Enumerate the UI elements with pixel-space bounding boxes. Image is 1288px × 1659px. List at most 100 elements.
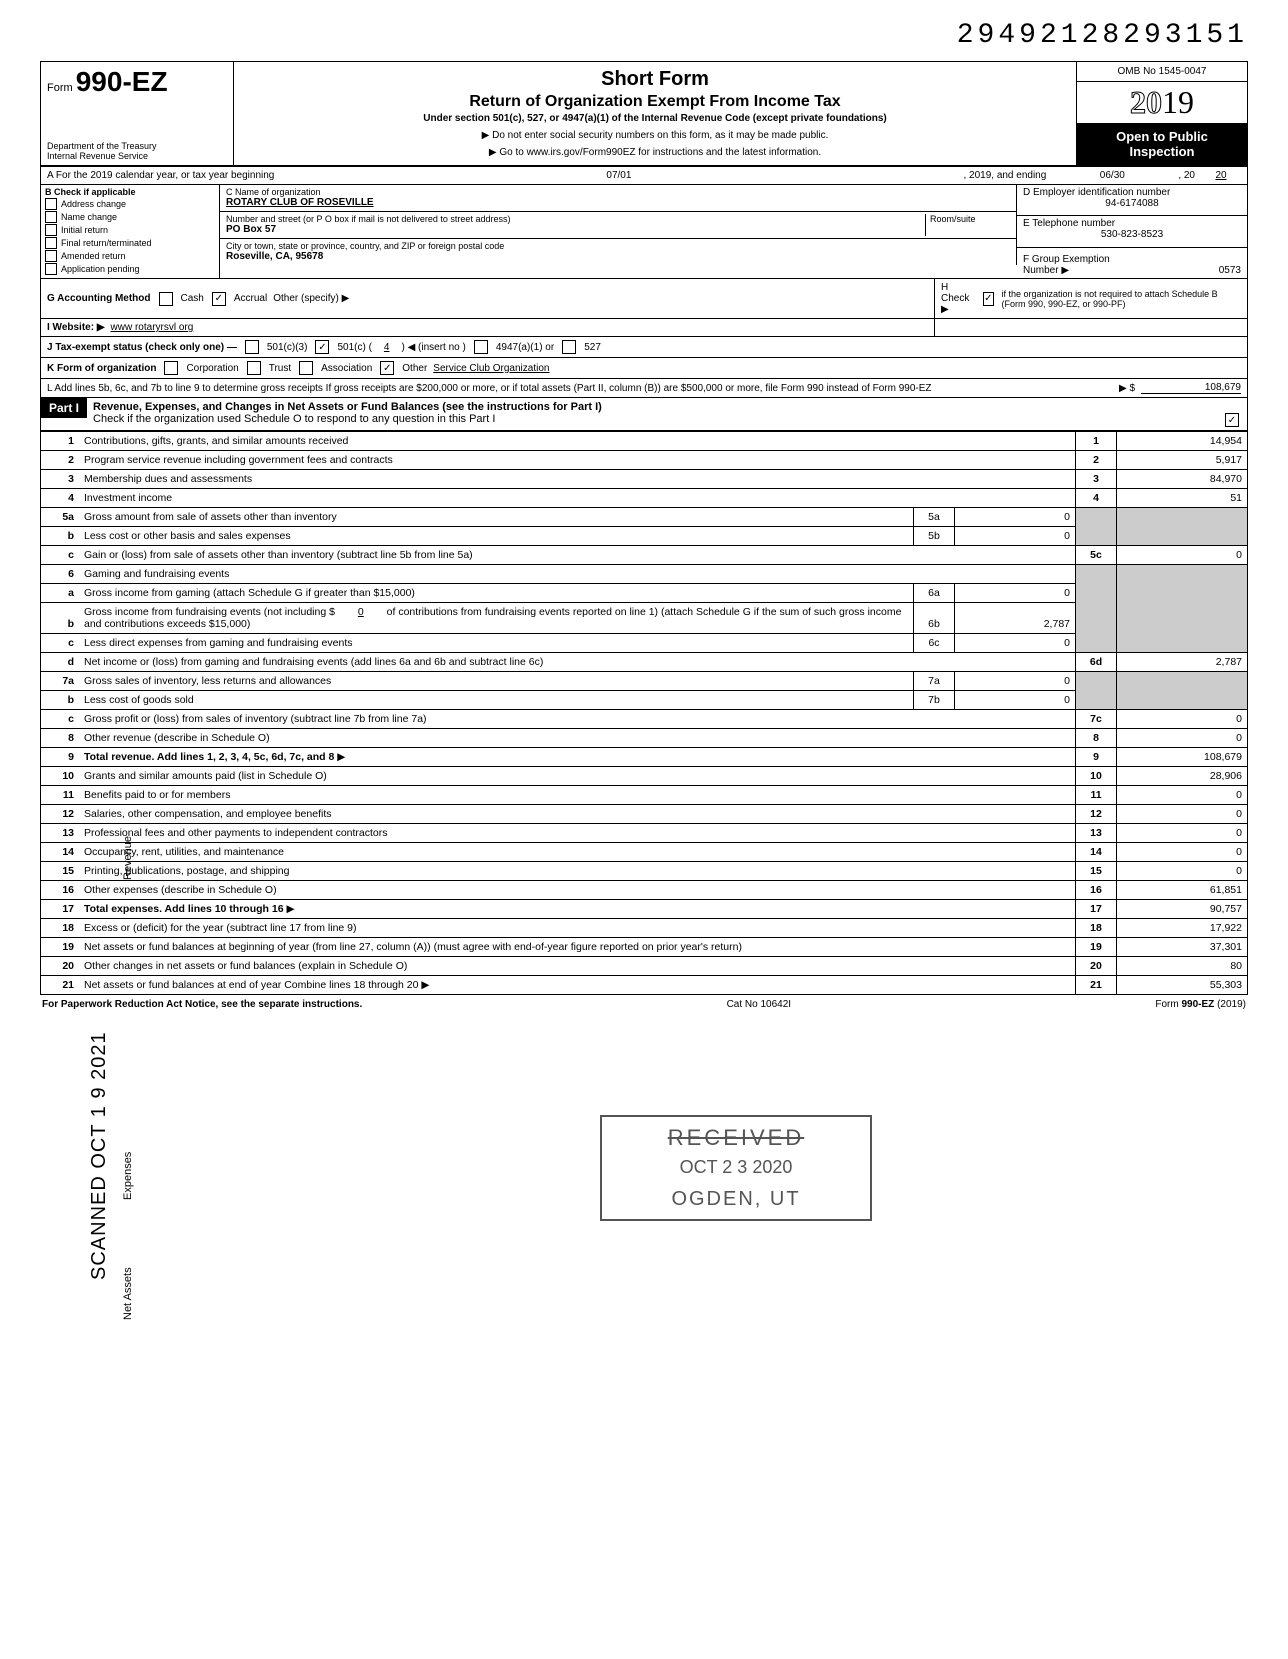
row-k-label: K Form of organization: [47, 363, 156, 374]
row-j: J Tax-exempt status (check only one) — 5…: [40, 337, 1248, 358]
gross-receipts: 108,679: [1141, 382, 1241, 394]
line-3: 3Membership dues and assessments384,970: [41, 470, 1248, 489]
line-13: 13Professional fees and other payments t…: [41, 824, 1248, 843]
city-label: City or town, state or province, country…: [226, 241, 1010, 251]
line-2: 2Program service revenue including gover…: [41, 451, 1248, 470]
part1-check-text: Check if the organization used Schedule …: [93, 413, 495, 425]
row-a: A For the 2019 calendar year, or tax yea…: [40, 167, 1248, 185]
chk-final-return[interactable]: Final return/terminated: [45, 237, 215, 249]
group-exempt-label2: Number ▶: [1023, 265, 1219, 276]
chk-application-pending[interactable]: Application pending: [45, 263, 215, 275]
box-c: C Name of organization ROTARY CLUB OF RO…: [220, 185, 1017, 278]
subtitle: Under section 501(c), 527, or 4947(a)(1)…: [242, 113, 1068, 124]
chk-501c3[interactable]: [245, 340, 259, 354]
dln: 29492128293151: [40, 20, 1248, 51]
line-5a: 5aGross amount from sale of assets other…: [41, 508, 1248, 527]
website: www rotaryrsvl org: [111, 322, 928, 333]
form-prefix: Form: [47, 82, 73, 94]
form-990ez: 29492128293151 Form 990-EZ Department of…: [40, 20, 1248, 1014]
chk-trust[interactable]: [247, 361, 261, 375]
line-7c: cGross profit or (loss) from sales of in…: [41, 710, 1248, 729]
lbl-501c: 501(c) (: [337, 342, 371, 353]
chk-cash[interactable]: [159, 292, 173, 306]
lbl-other-org: Other: [402, 363, 427, 374]
phone-label: E Telephone number: [1023, 218, 1241, 229]
line-6b: bGross income from fundraising events (n…: [41, 603, 1248, 634]
title-short-form: Short Form: [242, 68, 1068, 91]
chk-501c[interactable]: ✓: [315, 340, 329, 354]
ty-end-yr: 20: [1201, 170, 1241, 181]
group-exempt-label: F Group Exemption: [1023, 254, 1219, 265]
footer-left: For Paperwork Reduction Act Notice, see …: [42, 999, 362, 1010]
header-mid: Short Form Return of Organization Exempt…: [234, 62, 1077, 165]
chk-other-org[interactable]: ✓: [380, 361, 394, 375]
line-21: 21Net assets or fund balances at end of …: [41, 976, 1248, 995]
side-revenue: Revenue: [122, 836, 134, 880]
dept2: Internal Revenue Service: [47, 151, 227, 161]
chk-527[interactable]: [562, 340, 576, 354]
org-name: ROTARY CLUB OF ROSEVILLE: [226, 197, 1010, 208]
chk-assoc[interactable]: [299, 361, 313, 375]
row-h-cont: [934, 319, 1248, 337]
chk-schedule-b[interactable]: ✓: [983, 292, 993, 306]
note-url: ▶ Go to www.irs.gov/Form990EZ for instru…: [242, 147, 1068, 158]
row-h-label: H Check ▶: [941, 282, 975, 315]
open2: Inspection: [1081, 144, 1243, 159]
stamp-location: OGDEN, UT: [616, 1188, 856, 1211]
line-20: 20Other changes in net assets or fund ba…: [41, 957, 1248, 976]
line-6: 6Gaming and fundraising events: [41, 565, 1248, 584]
line-10: 10Grants and similar amounts paid (list …: [41, 767, 1248, 786]
side-expenses: Expenses: [122, 1152, 134, 1200]
line-18: 18Excess or (deficit) for the year (subt…: [41, 919, 1248, 938]
line-6c: cLess direct expenses from gaming and fu…: [41, 634, 1248, 653]
line-16: 16Other expenses (describe in Schedule O…: [41, 881, 1248, 900]
room-label: Room/suite: [930, 214, 1010, 224]
lbl-501c-b: ) ◀ (insert no ): [401, 342, 465, 353]
chk-initial-return[interactable]: Initial return: [45, 224, 215, 236]
dept1: Department of the Treasury: [47, 141, 227, 151]
form-number: Form 990-EZ: [47, 66, 227, 98]
tax-year: 2019: [1077, 82, 1247, 123]
chk-schedule-o[interactable]: ✓: [1225, 413, 1239, 427]
part1-title: Revenue, Expenses, and Changes in Net As…: [93, 401, 602, 413]
line-19: 19Net assets or fund balances at beginni…: [41, 938, 1248, 957]
line-12: 12Salaries, other compensation, and empl…: [41, 805, 1248, 824]
501c-insert: 4: [378, 342, 396, 353]
org-name-label: C Name of organization: [226, 187, 1010, 197]
row-i: I Website: ▶ www rotaryrsvl org: [40, 319, 934, 337]
footer: For Paperwork Reduction Act Notice, see …: [40, 995, 1248, 1014]
row-a-label: A For the 2019 calendar year, or tax yea…: [47, 170, 274, 181]
row-h-text: if the organization is not required to a…: [1002, 289, 1241, 309]
row-l-text: L Add lines 5b, 6c, and 7b to line 9 to …: [47, 383, 1113, 394]
stamp-date: OCT 2 3 2020: [616, 1157, 856, 1178]
chk-address-change[interactable]: Address change: [45, 198, 215, 210]
phone: 530-823-8523: [1023, 229, 1241, 240]
lbl-accrual: Accrual: [234, 293, 267, 304]
part1-header-row: Part I Revenue, Expenses, and Changes in…: [40, 398, 1248, 431]
open1: Open to Public: [1081, 129, 1243, 144]
line-1: 1Contributions, gifts, grants, and simil…: [41, 432, 1248, 451]
lbl-trust: Trust: [269, 363, 291, 374]
row-l-arrow: ▶ $: [1119, 383, 1135, 394]
lbl-501c3: 501(c)(3): [267, 342, 308, 353]
box-b: B Check if applicable Address change Nam…: [41, 185, 220, 278]
chk-amended-return[interactable]: Amended return: [45, 250, 215, 262]
row-a-mid: , 2019, and ending: [963, 170, 1046, 181]
street-label: Number and street (or P O box if mail is…: [226, 214, 925, 224]
header-right: OMB No 1545-0047 2019 Open to Public Ins…: [1077, 62, 1247, 165]
group-exempt: 0573: [1219, 265, 1241, 276]
chk-accrual[interactable]: ✓: [212, 292, 226, 306]
row-l: L Add lines 5b, 6c, and 7b to line 9 to …: [40, 379, 1248, 398]
chk-corp[interactable]: [164, 361, 178, 375]
other-org-val: Service Club Organization: [433, 363, 549, 374]
dept: Department of the Treasury Internal Reve…: [47, 141, 227, 161]
ein: 94-6174088: [1023, 198, 1241, 209]
chk-name-change[interactable]: Name change: [45, 211, 215, 223]
line-17: 17Total expenses. Add lines 10 through 1…: [41, 900, 1248, 919]
chk-4947[interactable]: [474, 340, 488, 354]
row-j-label: J Tax-exempt status (check only one) —: [47, 342, 237, 353]
row-a-yr-label: , 20: [1178, 170, 1195, 181]
line-7b: bLess cost of goods sold7b0: [41, 691, 1248, 710]
part1-label: Part I: [41, 398, 87, 418]
row-g-label: G Accounting Method: [47, 293, 151, 304]
